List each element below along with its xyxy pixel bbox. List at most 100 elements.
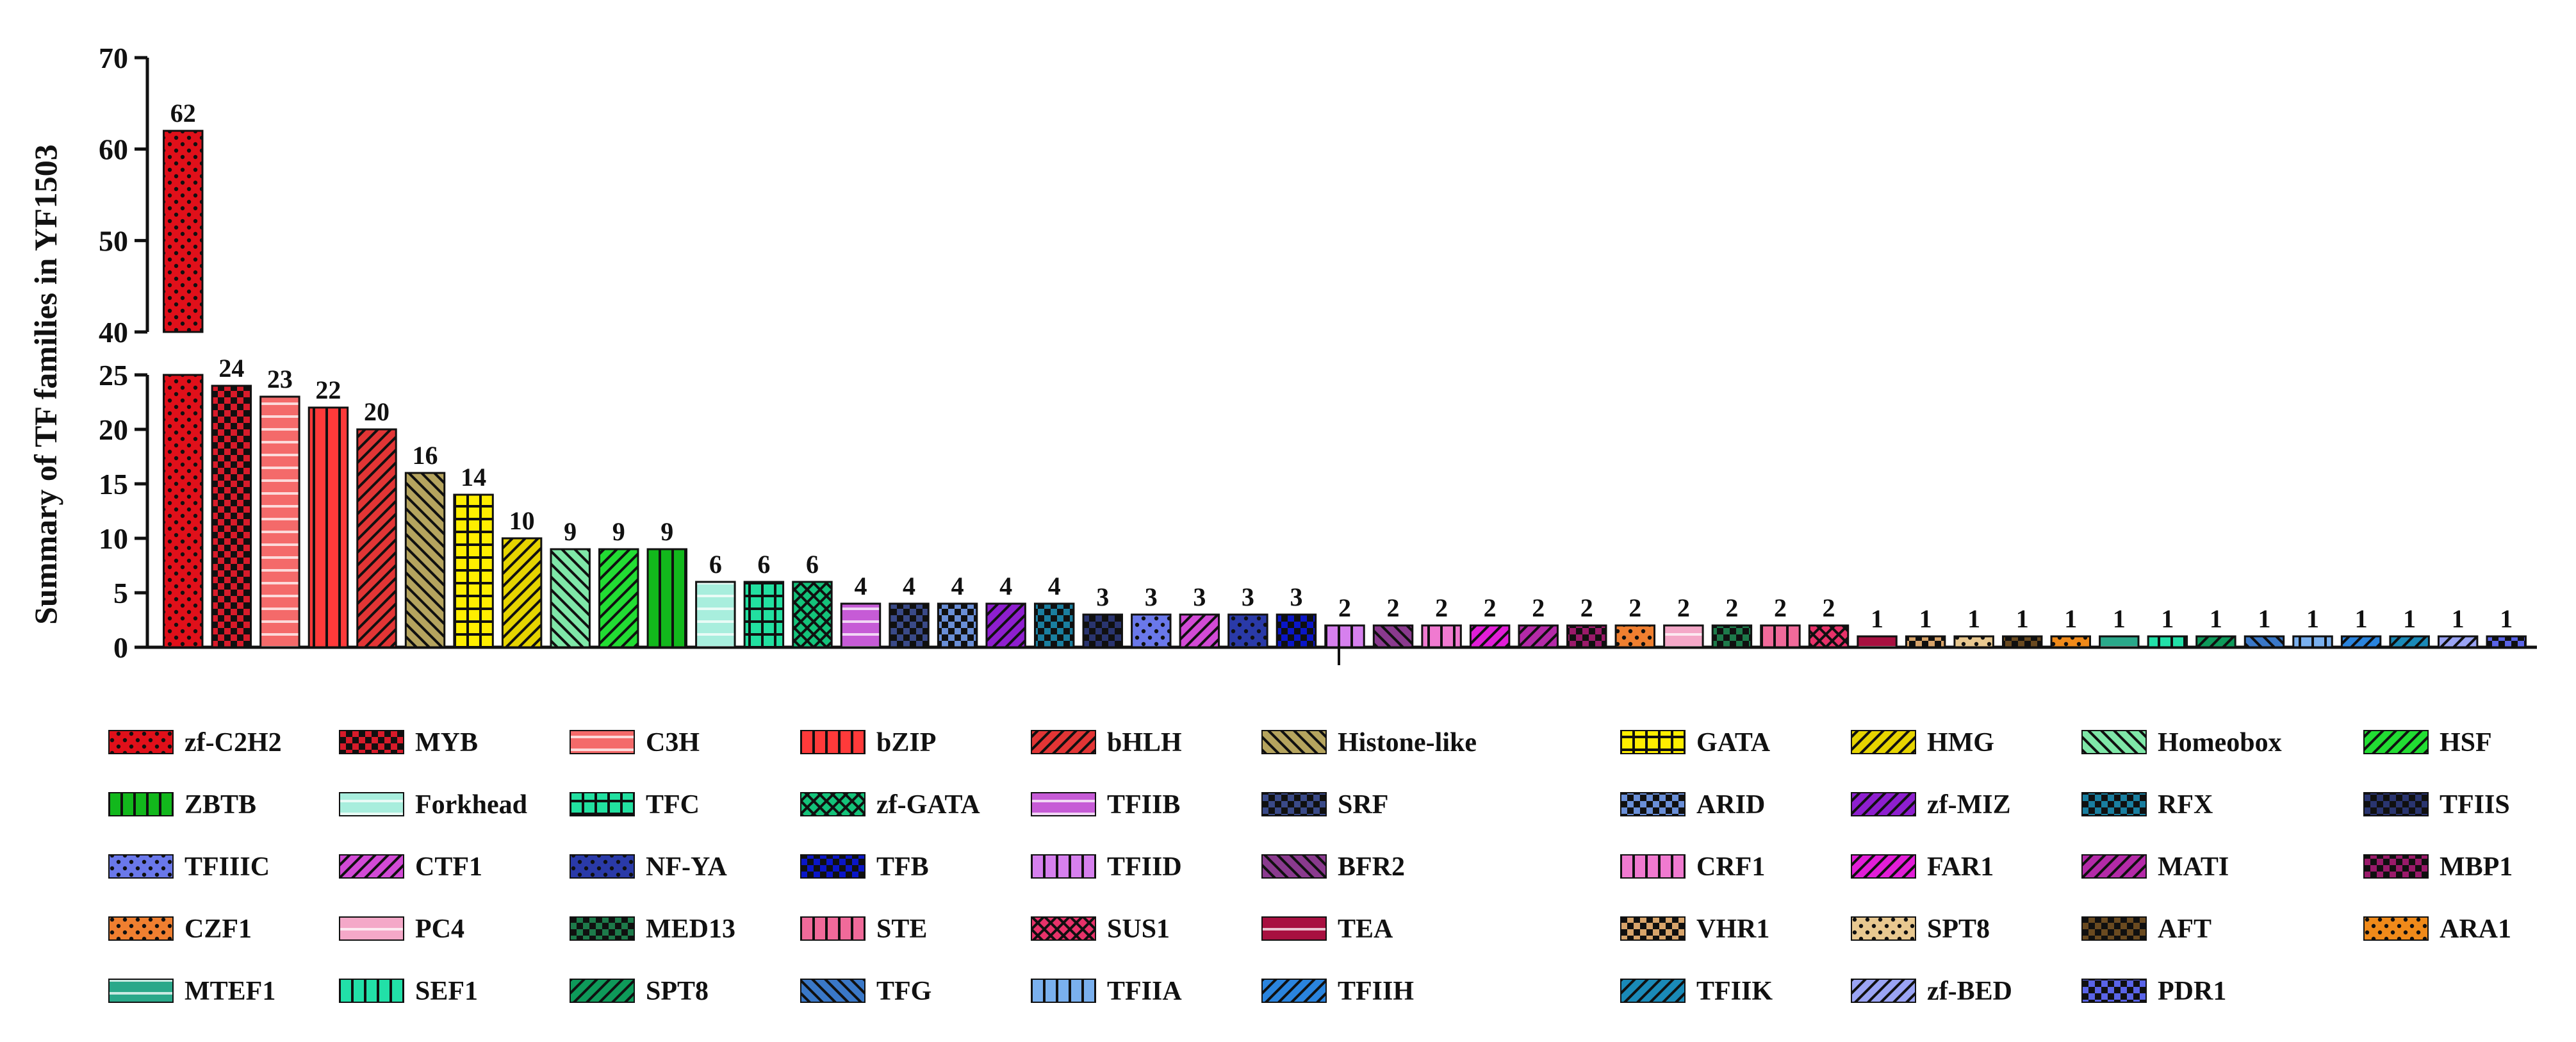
bar <box>1663 624 1704 649</box>
bar-data-label: 2 <box>1774 593 1787 622</box>
bar-data-label: 2 <box>1532 593 1545 622</box>
bar <box>1082 613 1123 649</box>
bar-data-label: 1 <box>2161 604 2174 633</box>
y-tick-label: 10 <box>99 522 128 555</box>
legend-label: TFB <box>876 852 929 882</box>
bar <box>308 406 349 649</box>
bar <box>356 428 397 649</box>
legend-label: MATI <box>2158 852 2229 882</box>
legend-label: FAR1 <box>1927 852 1994 882</box>
bar <box>1033 602 1075 649</box>
legend-label: VHR1 <box>1696 914 1769 944</box>
bar <box>211 385 252 649</box>
bar-data-label: 3 <box>1290 583 1302 611</box>
legend-label: bHLH <box>1107 728 1182 757</box>
y-tick-label: 15 <box>99 468 128 500</box>
bar-data-label: 14 <box>461 463 486 492</box>
bar-data-label: 6 <box>757 550 770 579</box>
legend-item: MBP1 <box>2363 852 2513 882</box>
bar-data-label: 16 <box>413 441 438 470</box>
legend-label: zf-MIZ <box>1927 790 2011 820</box>
legend-item: zf-MIZ <box>1851 790 2011 820</box>
legend-label: CTF1 <box>415 852 482 882</box>
legend-label: CZF1 <box>185 914 252 944</box>
bar <box>2486 635 2527 649</box>
bar <box>1179 613 1220 649</box>
y-tick-label: 70 <box>99 42 128 74</box>
bar-data-label: 2 <box>1338 593 1351 622</box>
bar-data-label: 10 <box>509 506 535 535</box>
bar <box>1760 624 1801 649</box>
legend-label: MYB <box>415 728 478 757</box>
legend-item: TFIIA <box>1031 977 1182 1006</box>
bar <box>2437 635 2479 649</box>
legend-label: bZIP <box>876 728 936 757</box>
legend-item: CRF1 <box>1620 852 1765 882</box>
bar-data-label: 2 <box>1387 593 1400 622</box>
legend-item: TFIIK <box>1620 977 1773 1006</box>
bar <box>259 395 300 649</box>
bar <box>2147 635 2188 649</box>
legend-item: Histone-like <box>1261 728 1477 757</box>
bar-data-label: 24 <box>218 354 244 383</box>
bar <box>2340 635 2382 649</box>
legend-label: PDR1 <box>2158 977 2226 1006</box>
legend-label: TFIIA <box>1107 977 1182 1006</box>
bar-data-label: 1 <box>2500 604 2513 633</box>
bar <box>695 581 736 649</box>
bar <box>2292 635 2333 649</box>
legend-item: GATA <box>1620 728 1771 757</box>
bar <box>2099 635 2140 649</box>
legend-item: PC4 <box>339 914 464 944</box>
bar-data-label: 1 <box>2258 604 2270 633</box>
legend-item: bZIP <box>800 728 936 757</box>
bar-data-label: 2 <box>1628 593 1641 622</box>
legend-label: CRF1 <box>1696 852 1765 882</box>
legend-label: PC4 <box>415 914 464 944</box>
y-tick-label: 60 <box>99 133 128 166</box>
bar <box>1808 624 1850 649</box>
bar <box>2001 635 2043 649</box>
legend-label: TFIIS <box>2440 790 2510 820</box>
legend-item: RFX <box>2081 790 2213 820</box>
legend-label: HSF <box>2440 728 2492 757</box>
bar <box>1421 624 1462 649</box>
bar-data-label: 1 <box>2306 604 2319 633</box>
legend-item: ARA1 <box>2363 914 2511 944</box>
bar-data-label: 1 <box>1871 604 1883 633</box>
bar <box>163 129 204 649</box>
legend-label: Homeobox <box>2158 728 2282 757</box>
bar <box>743 581 785 649</box>
bar-data-label: 3 <box>1096 583 1109 611</box>
legend-item: zf-C2H2 <box>108 728 282 757</box>
bar-data-label: 4 <box>951 572 964 600</box>
legend-label: TFIIH <box>1338 977 1414 1006</box>
legend-item: bHLH <box>1031 728 1182 757</box>
bar <box>1566 624 1607 649</box>
legend-label: TFIIIC <box>185 852 270 882</box>
legend-item: STE <box>800 914 927 944</box>
legend-item: MED13 <box>570 914 735 944</box>
bar-data-label: 2 <box>1580 593 1593 622</box>
legend-item: TFIID <box>1031 852 1182 882</box>
legend-item: TEA <box>1261 914 1393 944</box>
legend-item: HSF <box>2363 728 2492 757</box>
legend-item: zf-BED <box>1851 977 2012 1006</box>
bar-data-label: 9 <box>564 517 577 546</box>
bar <box>1227 613 1268 649</box>
bar-data-label: 3 <box>1242 583 1254 611</box>
bar <box>1518 624 1559 649</box>
bar <box>792 581 833 649</box>
legend-item: BFR2 <box>1261 852 1405 882</box>
legend-label: C3H <box>646 728 700 757</box>
bar-data-label: 4 <box>903 572 915 600</box>
bar <box>1614 624 1656 649</box>
y-axis-title: Summary of TF families in YF1503 <box>28 144 63 625</box>
legend-item: FAR1 <box>1851 852 1994 882</box>
bar-data-label: 62 <box>170 99 196 128</box>
bar <box>937 602 978 649</box>
bar <box>1857 635 1898 649</box>
bar <box>646 548 688 649</box>
